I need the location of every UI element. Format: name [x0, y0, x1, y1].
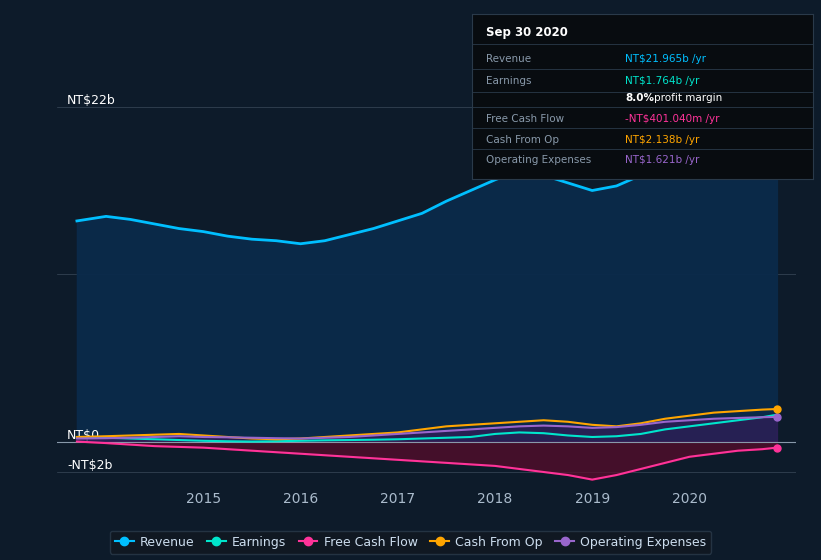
Legend: Revenue, Earnings, Free Cash Flow, Cash From Op, Operating Expenses: Revenue, Earnings, Free Cash Flow, Cash …	[110, 531, 711, 554]
Text: Cash From Op: Cash From Op	[486, 134, 559, 144]
Text: NT$1.764b /yr: NT$1.764b /yr	[626, 76, 699, 86]
Text: -NT$401.040m /yr: -NT$401.040m /yr	[626, 114, 720, 124]
Text: Free Cash Flow: Free Cash Flow	[486, 114, 564, 124]
Text: Sep 30 2020: Sep 30 2020	[486, 26, 567, 39]
Text: Earnings: Earnings	[486, 76, 531, 86]
Text: Revenue: Revenue	[486, 54, 531, 64]
Text: NT$21.965b /yr: NT$21.965b /yr	[626, 54, 706, 64]
Text: NT$22b: NT$22b	[67, 94, 116, 107]
Text: -NT$2b: -NT$2b	[67, 459, 112, 472]
Text: profit margin: profit margin	[654, 94, 722, 103]
Text: NT$2.138b /yr: NT$2.138b /yr	[626, 134, 699, 144]
Text: 8.0%: 8.0%	[626, 94, 654, 103]
Text: NT$0: NT$0	[67, 428, 100, 441]
Text: NT$1.621b /yr: NT$1.621b /yr	[626, 155, 699, 165]
Text: Operating Expenses: Operating Expenses	[486, 155, 591, 165]
